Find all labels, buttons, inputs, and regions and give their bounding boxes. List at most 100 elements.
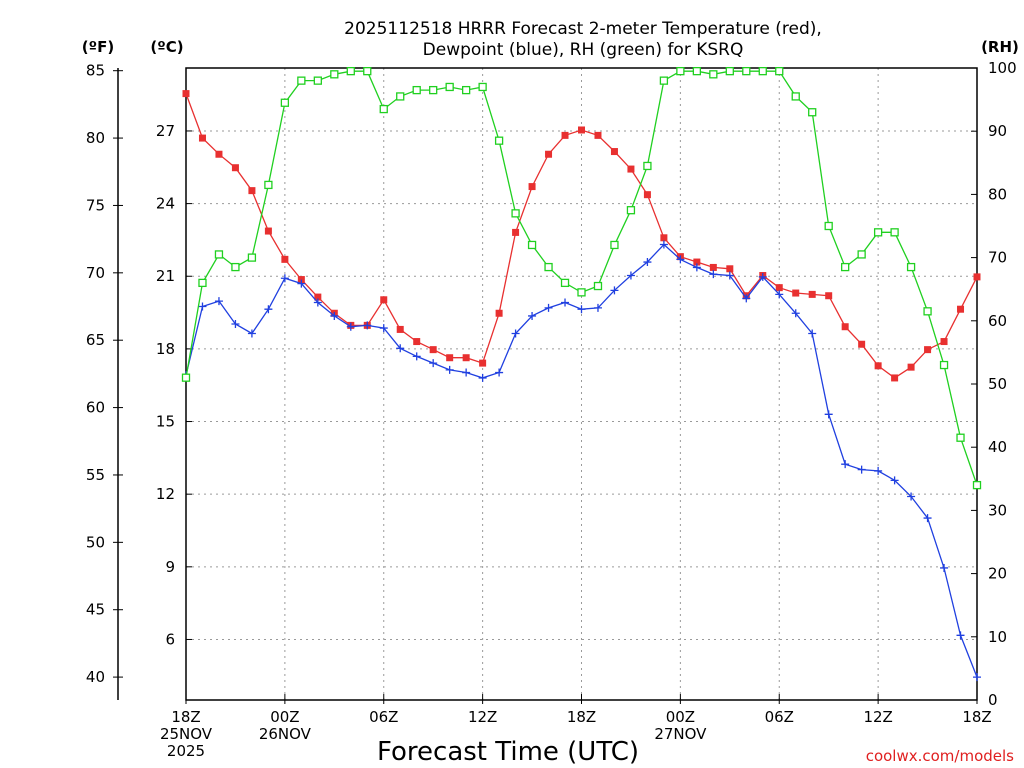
rh-tick-label: 0	[988, 691, 998, 709]
dewpoint-point	[280, 274, 289, 283]
rh-point	[478, 82, 487, 92]
temperature-point	[264, 227, 272, 235]
dewpoint-point	[956, 631, 965, 640]
temperature-point	[380, 296, 388, 304]
dewpoint-point	[511, 329, 520, 338]
temperature-point	[808, 290, 816, 298]
temperature-point	[907, 363, 915, 371]
temperature-point	[726, 265, 734, 273]
x-tick-label: 26NOV	[259, 725, 312, 743]
rh-point	[593, 281, 603, 291]
rh-tick-label: 60	[988, 312, 1007, 330]
fahrenheit-tick-label: 60	[86, 399, 105, 417]
dewpoint-point	[907, 492, 916, 501]
dewpoint-point	[758, 272, 767, 281]
temperature-point	[940, 338, 948, 346]
rh-point	[198, 278, 207, 288]
x-tick-label: 06Z	[369, 708, 398, 726]
rh-point	[659, 76, 669, 85]
x-tick-label: 18Z	[171, 708, 200, 726]
temperature-point	[215, 150, 223, 158]
fahrenheit-tick-label: 50	[86, 533, 105, 551]
temperature-point	[182, 90, 190, 98]
unit-label-rh: (RH)	[981, 38, 1019, 56]
rh-tick-label: 80	[988, 185, 1007, 203]
temperature-point	[775, 284, 783, 292]
fahrenheit-tick-label: 70	[86, 264, 105, 282]
rh-point	[346, 67, 355, 76]
rh-point	[429, 85, 438, 95]
chart-title-line2: Dewpoint (blue), RH (green) for KSRQ	[423, 40, 744, 60]
dewpoint-point	[198, 302, 207, 311]
celsius-tick-label: 21	[156, 267, 175, 285]
dewpoint-point	[725, 271, 734, 280]
rh-point	[906, 262, 916, 272]
dewpoint-point	[462, 368, 471, 377]
rh-point	[379, 104, 388, 114]
dewpoint-point	[346, 322, 355, 331]
temperature-point	[545, 150, 553, 158]
temperature-point	[973, 273, 981, 281]
temperature-point	[512, 228, 520, 236]
temperature-point	[561, 131, 569, 139]
dewpoint-point	[231, 320, 240, 329]
temperature-point	[248, 187, 256, 195]
rh-point	[494, 136, 504, 145]
rh-point	[692, 67, 702, 76]
temperature-point	[479, 359, 487, 367]
dewpoint-point	[791, 309, 800, 318]
fahrenheit-tick-label: 65	[86, 331, 105, 349]
dewpoint-point	[396, 344, 405, 353]
celsius-tick-label: 12	[156, 485, 175, 503]
dewpoint-point	[610, 286, 619, 295]
rh-point	[610, 240, 619, 250]
grid-lines	[186, 68, 977, 700]
unit-label-celsius: (ºC)	[150, 38, 183, 56]
temperature-point	[792, 289, 800, 297]
x-tick-label: 06Z	[765, 708, 794, 726]
rh-tick-label: 20	[988, 565, 1007, 583]
dewpoint-point	[923, 514, 932, 523]
rh-point	[396, 92, 405, 101]
dewpoint-point	[973, 673, 981, 682]
rh-point	[445, 82, 454, 92]
dewpoint-point	[544, 303, 553, 312]
credit-link[interactable]: coolwx.com/models	[866, 747, 1014, 765]
temperature-series-line	[185, 93, 978, 379]
dewpoint-point	[742, 294, 751, 303]
rh-point	[923, 307, 932, 316]
dewpoint-point	[775, 290, 784, 299]
rh-tick-label: 100	[988, 59, 1017, 77]
rh-tick-label: 10	[988, 628, 1007, 646]
dewpoint-point	[709, 270, 718, 279]
x-tick-label: 00Z	[270, 708, 299, 726]
temperature-point	[462, 354, 470, 362]
temperature-point	[924, 346, 932, 354]
rh-point	[972, 480, 982, 490]
dewpoint-point	[297, 279, 306, 288]
dewpoint-point	[940, 563, 949, 572]
dewpoint-point	[692, 263, 701, 272]
temperature-point	[891, 374, 899, 382]
temperature-point	[693, 258, 701, 266]
temperature-point	[495, 309, 503, 317]
dewpoint-point	[676, 255, 685, 264]
rh-point	[214, 250, 224, 259]
rh-point	[412, 85, 421, 95]
rh-point	[247, 253, 257, 262]
dewpoint-point	[857, 465, 866, 474]
celsius-tick-label: 9	[165, 558, 175, 576]
rh-point	[527, 240, 537, 250]
rh-point	[725, 67, 734, 76]
x-tick-label: 12Z	[468, 708, 497, 726]
tick-labels: 40 45 50 55 60 65 70 75 80 85 6 9 12 15 18 21 24 27 0 10 20 3…	[86, 59, 1017, 760]
dewpoint-point	[363, 321, 372, 330]
temperature-point	[281, 255, 289, 263]
temperature-point	[643, 191, 651, 199]
rh-point	[363, 67, 372, 76]
temperature-point	[528, 183, 536, 191]
dewpoint-point	[445, 365, 454, 374]
fahrenheit-tick-label: 85	[86, 62, 105, 80]
temperature-point	[858, 340, 866, 348]
